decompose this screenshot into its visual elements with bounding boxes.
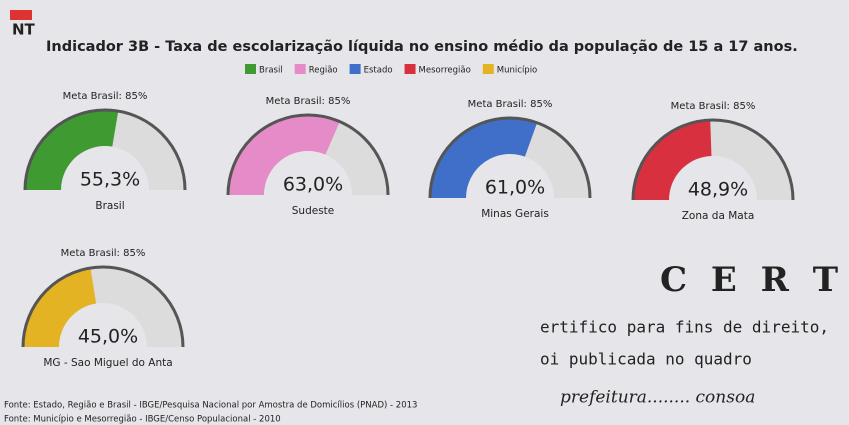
gauge-outline [226,113,390,196]
gauge-track [325,121,388,195]
stamp-line: C E R T [660,260,844,300]
gauge-title: Meta Brasil: 85% [468,99,553,110]
gauge-value: 55,3% [80,169,140,191]
stamp-line: prefeitura........ consoa [560,388,755,408]
gauge-bar [25,109,119,190]
gauge-value: 45,0% [78,326,138,348]
gauge-track [524,122,590,198]
gauge-value: 63,0% [283,174,343,196]
legend-swatch [294,64,306,74]
legend-swatch [349,64,361,74]
gauge-label: Zona da Mata [682,210,755,222]
logo: NT [12,21,36,39]
gauge-bar [633,120,712,200]
gauge-outline [631,118,795,201]
gauge-bar [23,267,97,347]
gauge-label: Brasil [95,200,124,212]
stamp-line: oi publicada no quadro [540,350,752,369]
logo-mark [10,10,32,20]
title: Indicador 3B - Taxa de escolarização líq… [46,39,798,55]
gauge-title: Meta Brasil: 85% [671,101,756,112]
gauge-outline [23,108,187,191]
stamp-line: ertifico para fins de direito, [540,318,829,337]
gauge-track [710,120,793,200]
legend-swatch [404,64,416,74]
gauge-outline [21,265,185,348]
gauge-label: Sudeste [292,205,335,217]
source: Fonte: Município e Mesorregião - IBGE/Ce… [4,415,281,425]
legend-swatch [482,64,494,74]
gauge-title: Meta Brasil: 85% [266,96,351,107]
gauge-track [112,111,185,190]
gauge-label: MG - Sao Miguel do Anta [43,357,172,369]
gauge-value: 61,0% [485,177,545,199]
legend-swatch [245,64,256,74]
gauge-bar [430,117,538,198]
legend-label: Mesorregião [419,66,471,76]
gauge-track [90,266,184,347]
legend-label: Estado [364,66,393,76]
gauge-outline [428,116,592,199]
gauge-title: Meta Brasil: 85% [61,248,146,259]
gauge-title: Meta Brasil: 85% [63,91,148,102]
gauge-label: Minas Gerais [481,208,549,220]
legend-label: Região [309,66,338,76]
legend-label: Brasil [259,66,283,76]
source: Fonte: Estado, Região e Brasil - IBGE/Pe… [4,401,417,411]
gauge-value: 48,9% [688,179,748,201]
legend-label: Município [497,66,537,76]
